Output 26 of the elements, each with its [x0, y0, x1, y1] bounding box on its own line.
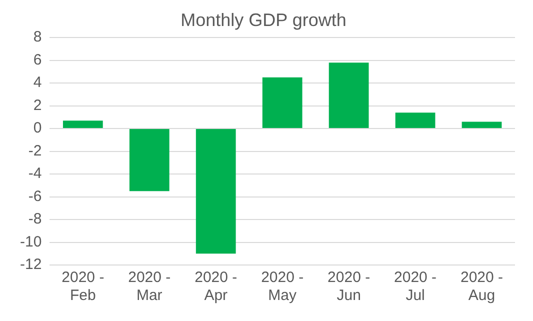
bar: [462, 122, 502, 128]
y-tick-label: 6: [33, 51, 42, 68]
bar: [262, 77, 302, 128]
y-tick-label: -2: [28, 142, 42, 160]
bar: [129, 129, 170, 192]
x-tick-label: 2020 - Apr: [194, 269, 238, 304]
y-tick-label: -6: [28, 188, 42, 205]
chart-title: Monthly GDP growth: [180, 10, 346, 30]
y-tick-label: -12: [20, 256, 42, 274]
x-tick-label: 2020 - Feb: [62, 269, 104, 304]
x-tick-label: 2020 - May: [261, 269, 304, 304]
y-tick-label: 4: [33, 74, 42, 92]
y-tick-label: -10: [20, 233, 42, 250]
x-tick-label: 2020 - Mar: [128, 269, 171, 304]
y-tick-label: 0: [33, 120, 42, 137]
x-tick-label: 2020 - Aug: [460, 269, 504, 304]
y-tick-label: -8: [28, 210, 42, 228]
x-tick-label: 2020 - Jul: [394, 269, 437, 304]
bar: [328, 62, 369, 128]
bar: [395, 112, 436, 128]
bar: [196, 129, 236, 254]
y-tick-label: -4: [28, 165, 42, 182]
x-tick-label: 2020 - Jun: [328, 269, 370, 304]
bar: [62, 120, 103, 128]
y-tick-label: 8: [33, 28, 42, 46]
y-tick-label: 2: [33, 96, 42, 114]
